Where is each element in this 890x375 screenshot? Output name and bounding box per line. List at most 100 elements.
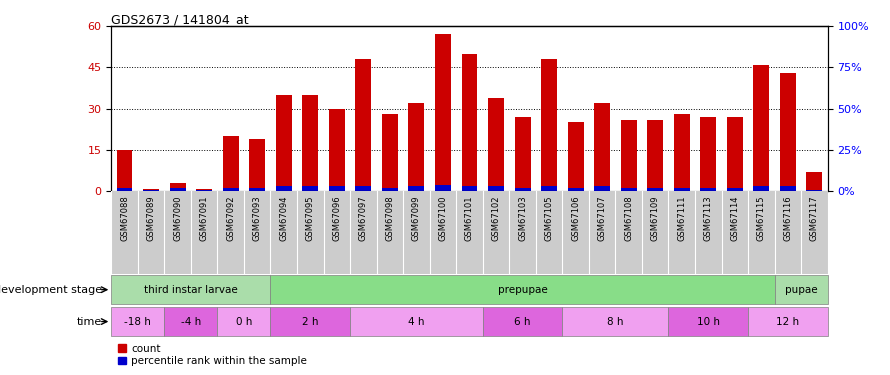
- Bar: [568, 188, 584, 191]
- Text: GSM67114: GSM67114: [731, 195, 740, 241]
- Bar: [620, 188, 636, 191]
- FancyBboxPatch shape: [350, 307, 482, 336]
- Bar: [514, 117, 530, 191]
- Text: GSM67098: GSM67098: [385, 195, 394, 241]
- Text: GSM67093: GSM67093: [253, 195, 262, 241]
- Bar: [620, 120, 636, 191]
- Bar: [222, 188, 239, 191]
- Text: GSM67096: GSM67096: [332, 195, 341, 241]
- Text: GSM67090: GSM67090: [173, 195, 182, 241]
- Text: GSM67091: GSM67091: [199, 195, 208, 241]
- Text: GSM67109: GSM67109: [651, 195, 659, 241]
- FancyBboxPatch shape: [668, 307, 748, 336]
- FancyBboxPatch shape: [271, 275, 774, 304]
- Text: -4 h: -4 h: [181, 316, 201, 327]
- Bar: [595, 103, 611, 191]
- Bar: [409, 186, 425, 191]
- Bar: [568, 123, 584, 191]
- Text: -18 h: -18 h: [125, 316, 151, 327]
- Text: 0 h: 0 h: [236, 316, 252, 327]
- Bar: [754, 186, 769, 191]
- Text: GSM67108: GSM67108: [624, 195, 633, 241]
- FancyBboxPatch shape: [111, 275, 271, 304]
- Text: 2 h: 2 h: [302, 316, 319, 327]
- Bar: [382, 114, 398, 191]
- Text: GSM67095: GSM67095: [306, 195, 315, 241]
- Bar: [249, 188, 265, 191]
- Bar: [117, 150, 133, 191]
- Bar: [462, 186, 477, 191]
- Text: 10 h: 10 h: [697, 316, 720, 327]
- FancyBboxPatch shape: [482, 307, 562, 336]
- Bar: [355, 59, 371, 191]
- Bar: [806, 190, 822, 191]
- Text: GSM67088: GSM67088: [120, 195, 129, 241]
- Bar: [700, 188, 716, 191]
- Bar: [117, 188, 133, 191]
- Bar: [196, 190, 212, 191]
- Text: third instar larvae: third instar larvae: [144, 285, 238, 295]
- Bar: [196, 189, 212, 191]
- Bar: [303, 95, 319, 191]
- Text: GSM67101: GSM67101: [465, 195, 474, 241]
- FancyBboxPatch shape: [748, 307, 828, 336]
- Bar: [541, 186, 557, 191]
- FancyBboxPatch shape: [774, 275, 828, 304]
- Text: GSM67089: GSM67089: [147, 195, 156, 241]
- Bar: [806, 172, 822, 191]
- FancyBboxPatch shape: [271, 307, 350, 336]
- Text: pupae: pupae: [785, 285, 818, 295]
- Bar: [488, 186, 504, 191]
- Text: GSM67113: GSM67113: [704, 195, 713, 241]
- Text: GSM67117: GSM67117: [810, 195, 819, 241]
- Text: GSM67097: GSM67097: [359, 195, 368, 241]
- Text: GSM67115: GSM67115: [756, 195, 766, 241]
- Text: 6 h: 6 h: [514, 316, 530, 327]
- Bar: [462, 54, 477, 191]
- Bar: [541, 59, 557, 191]
- Bar: [249, 139, 265, 191]
- Text: GSM67111: GSM67111: [677, 195, 686, 241]
- Bar: [647, 188, 663, 191]
- Bar: [303, 186, 319, 191]
- Text: GSM67100: GSM67100: [439, 195, 448, 241]
- Bar: [276, 186, 292, 191]
- Text: GDS2673 / 141804_at: GDS2673 / 141804_at: [111, 13, 249, 26]
- Bar: [595, 186, 611, 191]
- Bar: [143, 189, 159, 191]
- Bar: [328, 186, 344, 191]
- Text: GSM67092: GSM67092: [226, 195, 235, 241]
- Text: GSM67102: GSM67102: [491, 195, 500, 241]
- Text: GSM67099: GSM67099: [412, 195, 421, 241]
- Bar: [382, 188, 398, 191]
- Bar: [780, 186, 796, 191]
- Bar: [647, 120, 663, 191]
- Legend: count, percentile rank within the sample: count, percentile rank within the sample: [117, 343, 308, 367]
- Text: GSM67103: GSM67103: [518, 195, 527, 241]
- Bar: [276, 95, 292, 191]
- FancyBboxPatch shape: [562, 307, 668, 336]
- Bar: [727, 117, 743, 191]
- Bar: [780, 73, 796, 191]
- Bar: [435, 184, 451, 191]
- Text: 4 h: 4 h: [409, 316, 425, 327]
- Bar: [488, 98, 504, 191]
- Text: time: time: [77, 316, 102, 327]
- Bar: [674, 188, 690, 191]
- Text: GSM67107: GSM67107: [598, 195, 607, 241]
- Bar: [143, 190, 159, 191]
- Bar: [674, 114, 690, 191]
- Text: prepupae: prepupae: [498, 285, 547, 295]
- FancyBboxPatch shape: [165, 307, 217, 336]
- Bar: [700, 117, 716, 191]
- Text: GSM67116: GSM67116: [783, 195, 792, 241]
- Text: 12 h: 12 h: [776, 316, 799, 327]
- Bar: [727, 188, 743, 191]
- Bar: [170, 188, 185, 191]
- Bar: [170, 183, 185, 191]
- FancyBboxPatch shape: [111, 307, 165, 336]
- Bar: [222, 136, 239, 191]
- Bar: [328, 109, 344, 191]
- Text: GSM67105: GSM67105: [545, 195, 554, 241]
- Text: GSM67094: GSM67094: [279, 195, 288, 241]
